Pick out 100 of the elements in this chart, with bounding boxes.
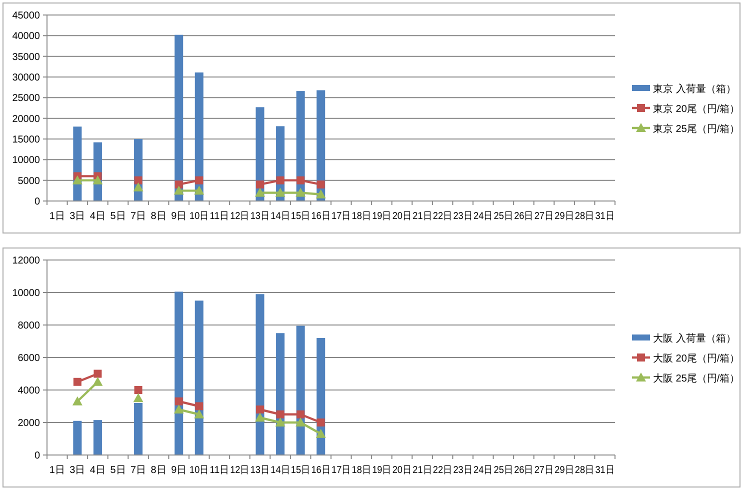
x-tick-label: 5日	[110, 211, 126, 222]
x-tick-label: 18日	[352, 465, 373, 476]
point	[276, 410, 284, 418]
y-tick-label: 10000	[12, 288, 40, 299]
point	[256, 180, 264, 188]
y-tick-label: 2000	[18, 418, 40, 429]
bar	[93, 420, 102, 455]
x-tick-label: 28日	[574, 211, 596, 222]
x-tick-label: 3日	[70, 465, 86, 476]
x-tick-label: 27日	[534, 465, 556, 476]
y-tick-label: 40000	[12, 31, 40, 42]
bar	[134, 403, 143, 455]
x-tick-label: 19日	[372, 211, 394, 222]
point	[316, 189, 326, 198]
x-tick-label: 26日	[514, 465, 536, 476]
x-tick-label: 11日	[210, 211, 230, 222]
y-tick-label: 45000	[12, 10, 40, 22]
point	[276, 176, 284, 184]
bar	[194, 300, 204, 455]
x-tick-label: 21日	[412, 465, 434, 476]
y-tick-label: 0	[34, 450, 40, 462]
x-tick-label: 12日	[230, 465, 252, 476]
y-tick-label: 15000	[12, 134, 40, 146]
x-tick-label: 4日	[90, 465, 106, 476]
x-tick-label: 29日	[554, 211, 576, 222]
x-tick-label: 15日	[290, 465, 312, 476]
point	[134, 176, 142, 184]
x-tick-label: 24日	[474, 465, 495, 476]
point	[194, 409, 204, 418]
x-tick-label: 9日	[171, 211, 187, 222]
point	[92, 175, 103, 184]
legend-label: 大阪 20尾（円/箱）	[653, 352, 740, 364]
x-tick-label: 27日	[534, 211, 556, 222]
point	[255, 188, 265, 197]
x-tick-label: 19日	[372, 465, 394, 476]
y-tick-label: 0	[34, 196, 40, 208]
point	[195, 402, 204, 410]
y-tick-label: 5000	[18, 176, 40, 187]
x-tick-label: 15日	[290, 211, 312, 222]
point	[275, 188, 286, 197]
point	[174, 180, 183, 188]
x-tick-label: 21日	[412, 211, 434, 222]
point	[316, 418, 325, 426]
x-tick-label: 14日	[270, 465, 292, 476]
point	[296, 188, 306, 197]
x-tick-label: 22日	[432, 211, 454, 222]
point	[134, 386, 142, 394]
x-tick-label: 22日	[432, 465, 454, 476]
x-tick-label: 10日	[190, 211, 211, 222]
y-tick-label: 10000	[12, 155, 40, 166]
x-tick-label: 25日	[494, 465, 515, 476]
point	[92, 376, 103, 386]
point	[94, 370, 102, 378]
point	[316, 428, 326, 438]
bar	[316, 90, 326, 201]
x-tick-label: 25日	[494, 211, 515, 222]
point	[296, 418, 306, 426]
legend-label: 東京 入荷量（箱）	[653, 83, 736, 95]
x-tick-label: 1日	[49, 465, 65, 476]
x-tick-label: 18日	[352, 211, 373, 222]
y-tick-label: 30000	[12, 72, 40, 84]
point	[174, 397, 183, 406]
x-tick-label: 16日	[311, 211, 332, 222]
point	[275, 418, 286, 426]
y-tick-label: 25000	[12, 93, 40, 104]
point	[194, 186, 204, 195]
x-tick-label: 31日	[595, 465, 616, 476]
bar	[174, 292, 184, 455]
legend-label: 東京 25尾（円/箱）	[653, 123, 740, 135]
point	[73, 378, 82, 386]
x-tick-label: 13日	[250, 465, 272, 476]
x-tick-label: 17日	[332, 211, 353, 222]
x-tick-label: 20日	[392, 211, 414, 222]
point	[72, 396, 82, 406]
x-tick-label: 16日	[311, 465, 332, 476]
x-tick-label: 4日	[90, 211, 106, 222]
x-tick-label: 11日	[210, 465, 230, 476]
x-tick-label: 26日	[514, 211, 536, 222]
y-tick-label: 20000	[12, 114, 40, 125]
y-tick-label: 8000	[18, 320, 40, 332]
x-tick-label: 14日	[270, 211, 292, 222]
point	[72, 175, 82, 184]
bar	[256, 294, 264, 455]
x-tick-label: 9日	[171, 465, 187, 476]
x-tick-label: 20日	[392, 465, 414, 476]
x-tick-label: 3日	[70, 211, 86, 222]
x-tick-label: 23日	[453, 465, 474, 476]
legend-label: 東京 20尾（円/箱）	[653, 103, 740, 115]
point	[133, 182, 144, 192]
x-tick-label: 8日	[150, 211, 166, 222]
x-tick-label: 1日	[49, 211, 65, 222]
x-tick-label: 28日	[574, 465, 596, 476]
point	[296, 410, 305, 418]
x-tick-label: 10日	[190, 465, 211, 476]
bar	[316, 338, 326, 455]
point	[174, 404, 184, 414]
x-tick-label: 12日	[230, 211, 252, 222]
x-tick-label: 8日	[150, 465, 166, 476]
x-tick-label: 7日	[130, 211, 146, 222]
point	[255, 412, 265, 422]
